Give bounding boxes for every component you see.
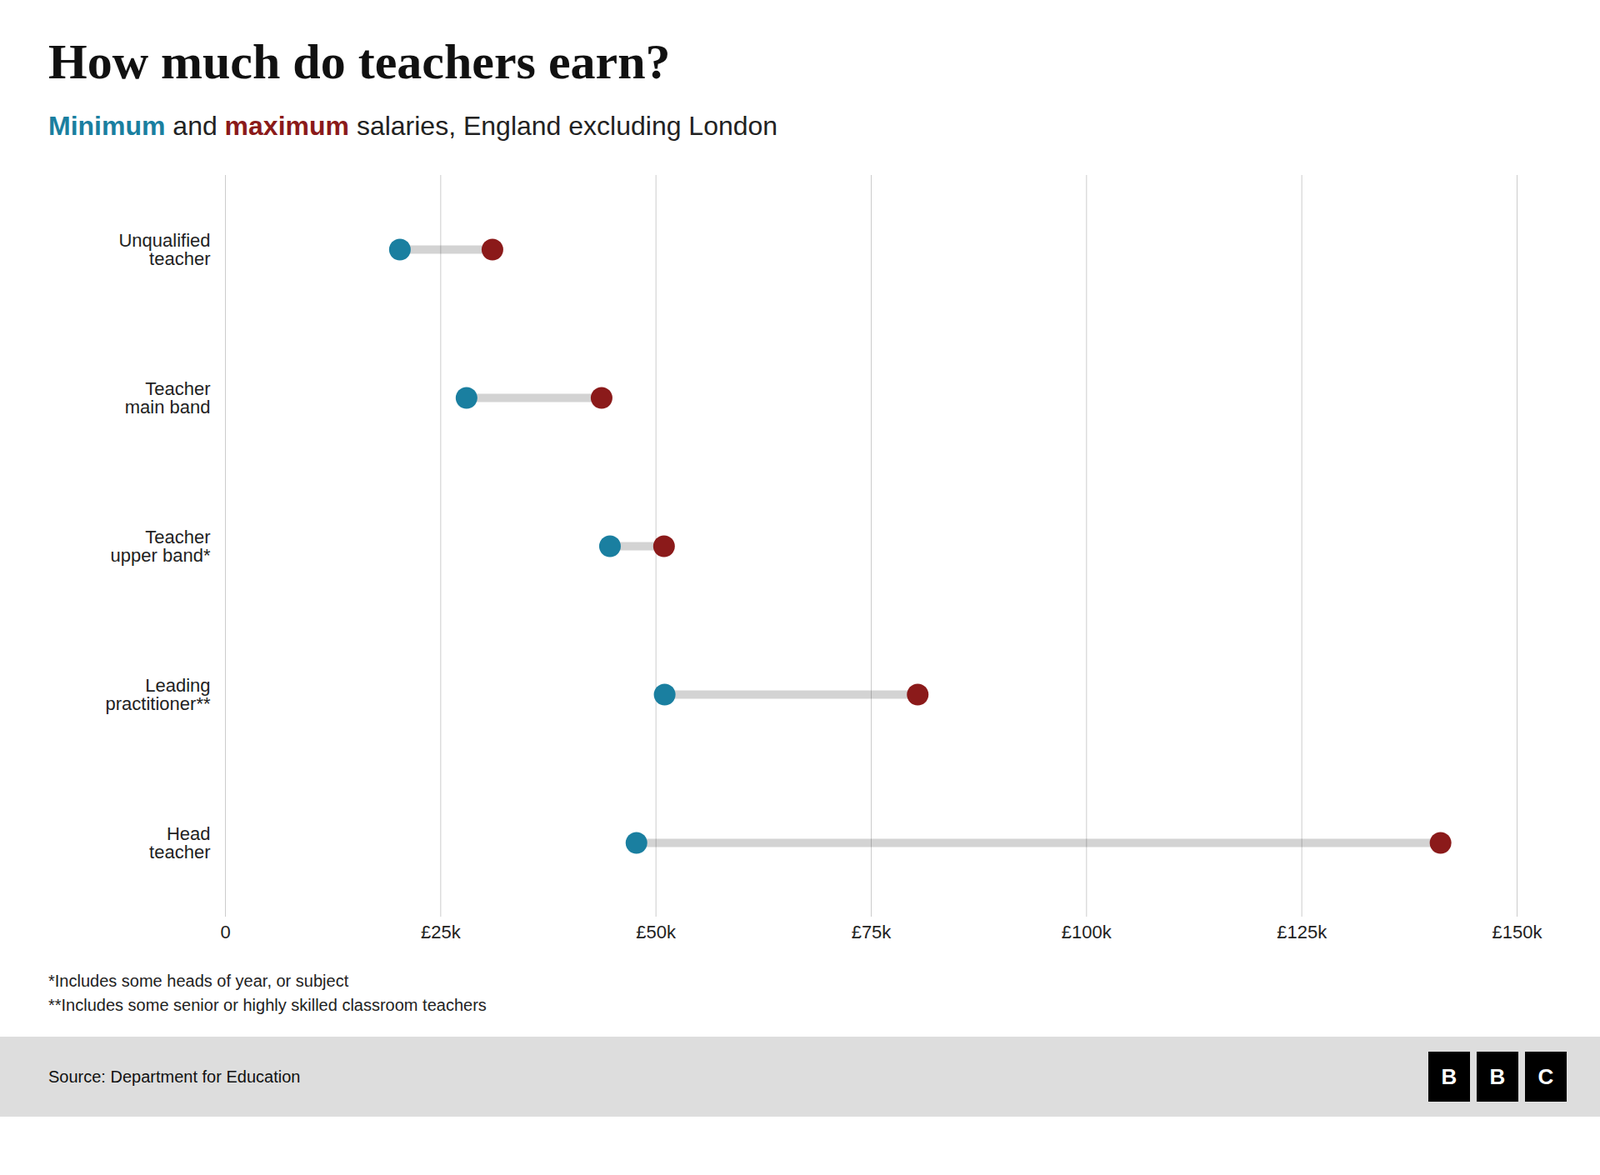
html-text:**Includes some senior or high: **Includes some senior or highly skilled… <box>48 995 487 1015</box>
svg-text:£25k: £25k <box>420 921 462 943</box>
svg-text:Unqualifiedteacher: Unqualifiedteacher <box>118 230 210 270</box>
svg-text:£50k: £50k <box>635 921 677 943</box>
svg-text:£100k: £100k <box>1061 921 1113 943</box>
html-text:*Includes some heads of year,: *Includes some heads of year, or subject <box>48 971 349 990</box>
svg-text:£125k: £125k <box>1276 921 1328 943</box>
html-text:B: B <box>1489 1063 1506 1089</box>
html-text:How much do teachers earn?: How much do teachers earn? <box>48 34 671 90</box>
svg-text:£150k: £150k <box>1492 921 1544 943</box>
svg-text:0: 0 <box>220 921 230 943</box>
svg-text:Headteacher: Headteacher <box>149 823 210 863</box>
svg-text:£75k: £75k <box>851 921 893 943</box>
html-text:C: C <box>1538 1063 1554 1089</box>
html-text:Minimum and maximum salaries,: Minimum and maximum salaries, England ex… <box>48 110 778 141</box>
svg-text:Leadingpractitioner**: Leadingpractitioner** <box>105 675 211 715</box>
html-text:Source: Department for Educati: Source: Department for Education <box>48 1067 301 1086</box>
svg-text:Teachermain band: Teachermain band <box>125 378 211 418</box>
html-text:B: B <box>1441 1063 1457 1089</box>
svg-text:Teacherupper band*: Teacherupper band* <box>110 526 211 566</box>
